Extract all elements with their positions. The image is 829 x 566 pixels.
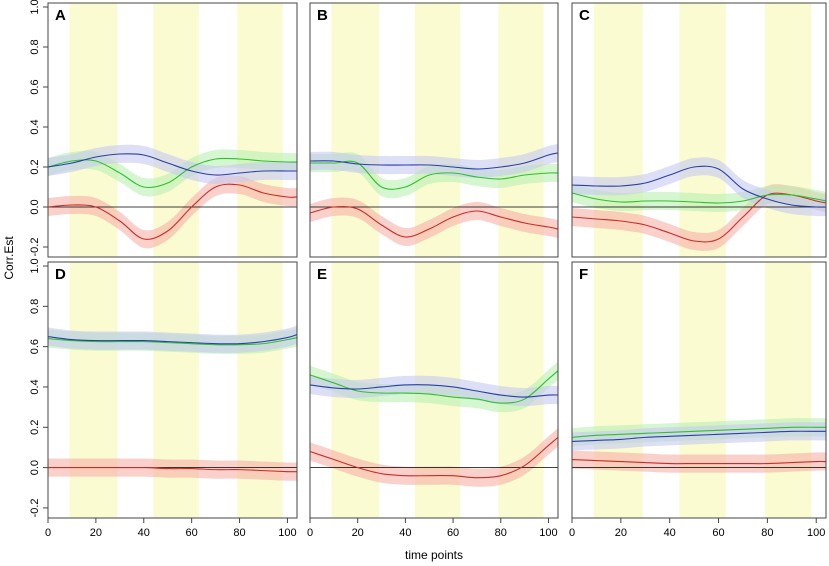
shaded-interval-f-1 bbox=[593, 262, 643, 518]
confidence-band-red-b bbox=[310, 197, 558, 247]
panel-f: F bbox=[571, 261, 827, 519]
shaded-interval-f-3 bbox=[764, 262, 812, 518]
series-line-blue-d bbox=[47, 334, 298, 345]
y-tick-label-a-4: 0.6 bbox=[29, 79, 41, 94]
confidence-band-blue-d bbox=[48, 325, 297, 353]
series-line-red-f bbox=[571, 458, 827, 465]
panel-c: C bbox=[571, 2, 827, 258]
x-axis-label: time points bbox=[405, 548, 463, 562]
x-tick-label-f-4: 80 bbox=[761, 527, 773, 539]
series-line-blue-e bbox=[309, 384, 559, 398]
series-line-red-d bbox=[47, 466, 298, 473]
x-tick-label-f-2: 40 bbox=[664, 527, 676, 539]
confidence-band-blue-f bbox=[572, 422, 826, 451]
panel-label-c: C bbox=[579, 7, 590, 24]
series-line-red-a bbox=[47, 183, 298, 240]
panel-label-f: F bbox=[579, 266, 588, 283]
confidence-band-red-d bbox=[48, 458, 297, 481]
x-tick-label-f-0: 0 bbox=[569, 527, 575, 539]
y-tick-label-a-0: -0.2 bbox=[29, 238, 41, 257]
x-tick-label-d-3: 60 bbox=[186, 527, 198, 539]
panel-frame-d bbox=[47, 261, 298, 519]
series-line-green-c bbox=[571, 192, 827, 204]
y-tick-label-a-6: 1.0 bbox=[29, 0, 41, 15]
panel-frame-a bbox=[47, 2, 298, 258]
x-tick-label-e-4: 80 bbox=[495, 527, 507, 539]
shaded-interval-f-2 bbox=[679, 262, 726, 518]
confidence-band-blue-b bbox=[310, 144, 558, 178]
y-tick-label-a-1: 0.0 bbox=[29, 199, 41, 214]
series-line-blue-f bbox=[571, 430, 826, 442]
panel-frame-b bbox=[309, 2, 559, 258]
y-tick-label-d-6: 1.0 bbox=[29, 258, 41, 273]
y-tick-label-d-5: 0.8 bbox=[29, 299, 41, 314]
series-line-green-e bbox=[309, 370, 559, 404]
confidence-band-red-f bbox=[572, 450, 826, 473]
shaded-interval-c-3 bbox=[764, 3, 812, 257]
shaded-interval-d-2 bbox=[153, 262, 199, 518]
x-tick-label-f-3: 60 bbox=[712, 527, 724, 539]
y-tick-label-a-2: 0.2 bbox=[29, 159, 41, 174]
panel-e: E bbox=[309, 261, 559, 519]
x-tick-label-d-1: 20 bbox=[90, 527, 102, 539]
y-tick-label-d-0: -0.2 bbox=[29, 498, 41, 517]
confidence-band-green-b bbox=[310, 152, 558, 199]
y-tick-label-d-4: 0.6 bbox=[29, 339, 41, 354]
series-line-green-f bbox=[571, 426, 826, 438]
series-line-blue-c bbox=[571, 165, 827, 208]
confidence-band-blue-c bbox=[572, 157, 826, 217]
shaded-interval-d-1 bbox=[69, 262, 118, 518]
panel-frame-e bbox=[309, 261, 559, 519]
y-tick-label-a-5: 0.8 bbox=[29, 39, 41, 54]
y-tick-label-a-3: 0.4 bbox=[29, 119, 41, 134]
x-tick-label-d-2: 40 bbox=[138, 527, 150, 539]
panel-label-b: B bbox=[317, 7, 328, 24]
series-line-red-b bbox=[309, 205, 559, 238]
panel-label-e: E bbox=[317, 266, 327, 283]
panel-d: D bbox=[47, 261, 298, 519]
confidence-band-red-e bbox=[310, 428, 558, 487]
series-line-green-b bbox=[310, 160, 559, 190]
panels-layer: A B C D E F bbox=[47, 2, 827, 519]
x-tick-label-f-5: 100 bbox=[807, 527, 825, 539]
shaded-interval-c-2 bbox=[679, 3, 726, 257]
x-tick-label-e-2: 40 bbox=[399, 527, 411, 539]
y-tick-label-d-2: 0.2 bbox=[29, 420, 41, 435]
x-tick-label-e-3: 60 bbox=[447, 527, 459, 539]
y-axis-label: Corr.Est bbox=[2, 236, 16, 280]
series-line-green-a bbox=[47, 157, 298, 189]
axes-layer: -0.20.00.20.40.60.81.0-0.20.00.20.40.60.… bbox=[29, 0, 826, 539]
series-line-red-e bbox=[309, 436, 559, 479]
x-tick-label-d-5: 100 bbox=[278, 527, 296, 539]
panel-a: A bbox=[47, 2, 298, 258]
confidence-band-red-a bbox=[48, 175, 297, 249]
x-tick-label-e-5: 100 bbox=[539, 527, 557, 539]
panel-frame-f bbox=[571, 261, 827, 519]
panel-frame-c bbox=[571, 2, 827, 258]
series-line-green-d bbox=[47, 337, 298, 346]
y-tick-label-d-1: 0.0 bbox=[29, 460, 41, 475]
series-line-blue-a bbox=[47, 153, 297, 176]
panel-label-a: A bbox=[55, 7, 66, 24]
confidence-band-blue-e bbox=[310, 375, 558, 407]
panel-label-d: D bbox=[55, 266, 66, 283]
x-tick-label-f-1: 20 bbox=[615, 527, 627, 539]
x-tick-label-e-0: 0 bbox=[307, 527, 313, 539]
series-line-blue-b bbox=[309, 152, 559, 170]
x-tick-label-e-1: 20 bbox=[352, 527, 364, 539]
shaded-interval-a-3 bbox=[237, 3, 283, 257]
x-tick-label-d-4: 80 bbox=[233, 527, 245, 539]
panel-b: B bbox=[309, 2, 559, 258]
x-tick-label-d-0: 0 bbox=[45, 527, 51, 539]
y-tick-label-d-3: 0.4 bbox=[29, 379, 41, 394]
